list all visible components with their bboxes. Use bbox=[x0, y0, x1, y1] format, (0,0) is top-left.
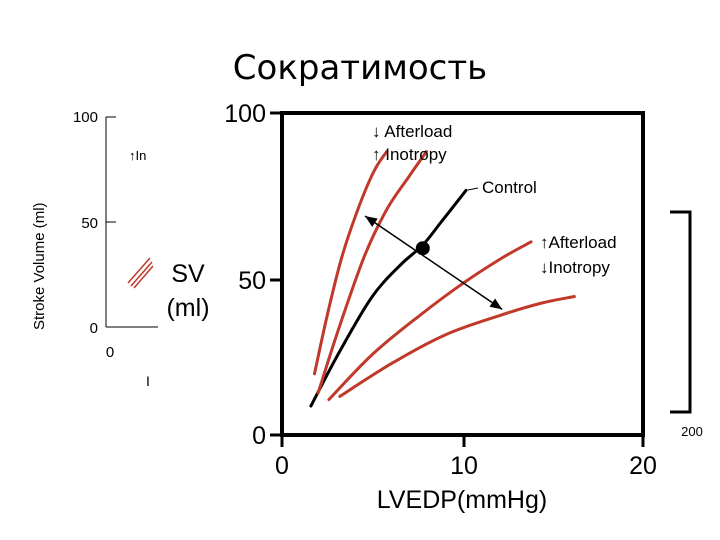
slide-title: Сократимость bbox=[232, 48, 488, 88]
annotation-right-1: ↑Afterload bbox=[540, 233, 617, 252]
bg-y-tick-label: 50 bbox=[81, 215, 98, 232]
x-tick-label: 0 bbox=[275, 452, 289, 480]
main-ticks bbox=[270, 111, 645, 447]
bg-annotation: I bbox=[146, 373, 150, 389]
operating-point bbox=[415, 241, 430, 256]
bg-curve bbox=[133, 265, 154, 289]
series-line-3 bbox=[327, 240, 533, 402]
bracket bbox=[670, 210, 692, 414]
series-line-control bbox=[309, 188, 468, 408]
double-arrow-line bbox=[364, 215, 503, 311]
y-axis-label-line2: (ml) bbox=[166, 294, 209, 322]
background-chart: Stroke Volume (ml) 100 50 0 0 ↑In I bbox=[31, 109, 158, 389]
y-tick-label: 100 bbox=[224, 100, 266, 128]
arrowhead-down bbox=[489, 298, 503, 310]
series-layer bbox=[309, 150, 576, 408]
y-tick-label: 50 bbox=[238, 267, 266, 295]
annotation-top-1: ↓ Afterload bbox=[372, 122, 452, 141]
y-tick-label: 0 bbox=[252, 422, 266, 450]
x-axis-label: LVEDP(mmHg) bbox=[377, 486, 547, 514]
background-bracket: 200 bbox=[670, 210, 703, 439]
arrowhead-up bbox=[365, 216, 378, 227]
x-tick-label: 10 bbox=[450, 452, 478, 480]
x-tick-label: 20 bbox=[629, 452, 657, 480]
series-line-4 bbox=[338, 295, 576, 398]
control-leader-line bbox=[467, 187, 479, 191]
bg-curve bbox=[127, 257, 151, 284]
series-line-2 bbox=[316, 150, 428, 395]
annotation-control: Control bbox=[482, 178, 537, 197]
annotation-top-2: ↑ Inotropy bbox=[372, 145, 447, 164]
main-chart: 100 50 0 0 10 20 LVEDP(mmHg) SV (ml) ↓ A… bbox=[166, 100, 656, 514]
bg-x-tick-label: 0 bbox=[106, 344, 114, 361]
bracket-tick-label: 200 bbox=[681, 424, 703, 439]
bg-y-tick-label: 100 bbox=[73, 109, 98, 126]
y-axis-label-line1: SV bbox=[171, 260, 205, 288]
bg-curve bbox=[130, 261, 153, 287]
series-line-1 bbox=[313, 150, 389, 376]
bg-y-axis-label: Stroke Volume (ml) bbox=[31, 202, 48, 330]
bg-y-tick-label: 0 bbox=[90, 320, 98, 337]
bg-annotation: ↑In bbox=[129, 148, 146, 163]
annotation-right-2: ↓Inotropy bbox=[540, 258, 610, 277]
